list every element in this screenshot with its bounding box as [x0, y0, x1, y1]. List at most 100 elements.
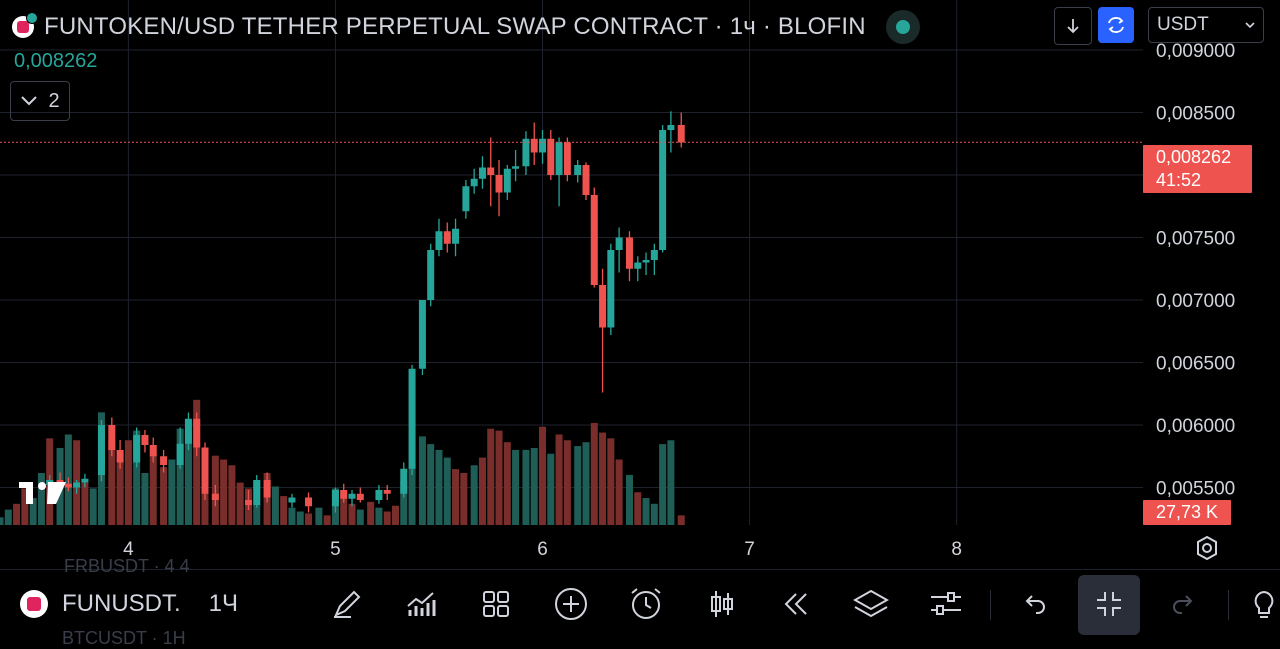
- candle-body: [452, 228, 460, 244]
- price-tick-label: 0,007000: [1156, 291, 1235, 312]
- price-chart[interactable]: 0,0090000,0085000,0080000,0075000,007000…: [0, 0, 1280, 569]
- volume-bar: [650, 503, 658, 525]
- candle-body: [435, 231, 443, 250]
- volume-bar: [124, 440, 132, 525]
- volume-bar: [495, 430, 503, 525]
- candle-body: [512, 166, 520, 169]
- candle-body: [64, 483, 72, 488]
- volume-bar: [563, 440, 571, 525]
- candle-body: [650, 250, 658, 260]
- candle-body: [677, 125, 685, 143]
- volume-bar: [625, 474, 633, 525]
- candle-body: [193, 418, 201, 448]
- volume-bar: [29, 498, 37, 525]
- currency-select[interactable]: USDT: [1148, 7, 1264, 43]
- legend-collapse-button[interactable]: 2: [10, 81, 70, 121]
- time-tick-label: 8: [951, 539, 962, 560]
- tradingview-logo-icon[interactable]: [18, 478, 68, 506]
- candle-body: [625, 237, 633, 269]
- candle-body: [539, 138, 547, 153]
- candle-body: [211, 493, 219, 500]
- candle-body: [176, 443, 184, 465]
- volume-bar: [383, 511, 391, 525]
- candle-body: [116, 450, 124, 463]
- settings-sliders-icon[interactable]: [928, 586, 964, 622]
- chart-settings-icon[interactable]: [1194, 535, 1220, 561]
- alert-icon[interactable]: [628, 586, 664, 622]
- candle-body: [487, 167, 495, 175]
- candle-body: [244, 500, 252, 505]
- volume-bar: [667, 440, 675, 525]
- volume-bar: [220, 459, 228, 525]
- volume-bar: [13, 503, 21, 525]
- volume-bar: [443, 457, 451, 525]
- volume-bar: [108, 438, 116, 525]
- candle-body: [582, 165, 590, 195]
- layers-icon[interactable]: [853, 586, 889, 622]
- volume-bar: [478, 457, 486, 525]
- candlestick-series: [46, 111, 685, 513]
- time-tick-label: 7: [744, 539, 755, 560]
- volume-bar: [133, 430, 141, 525]
- time-tick-label: 6: [537, 539, 548, 560]
- volume-bar: [4, 509, 12, 525]
- candle-body: [495, 175, 503, 193]
- symbol-name: FUNUSDT.: [62, 590, 181, 617]
- volume-bar: [615, 459, 623, 525]
- active-tool-highlight: [1078, 575, 1140, 635]
- symbol-selector[interactable]: FUNUSDT. 1Ч: [20, 590, 238, 618]
- candle-body: [263, 480, 271, 498]
- volume-bar: [599, 432, 607, 525]
- candle-body: [408, 368, 416, 469]
- candle-body: [667, 125, 675, 130]
- candle-body: [133, 435, 141, 463]
- candle-body: [547, 138, 555, 175]
- volume-bar: [582, 442, 590, 525]
- drawing-pen-icon[interactable]: [329, 586, 365, 622]
- lightbulb-icon[interactable]: [1248, 586, 1280, 622]
- volume-bar: [503, 442, 511, 525]
- toolbar-divider: [1228, 590, 1229, 620]
- market-status-icon[interactable]: [885, 10, 920, 44]
- volume-bar: [0, 517, 4, 525]
- candle-body: [288, 497, 296, 503]
- timeframe-selector[interactable]: 1Ч: [208, 590, 239, 617]
- volume-bar: [487, 428, 495, 525]
- candle-body: [462, 186, 470, 212]
- add-icon[interactable]: [553, 586, 589, 622]
- candle-body: [418, 300, 426, 369]
- sync-icon: [1108, 17, 1124, 33]
- volume-bar: [530, 447, 538, 525]
- indicators-icon[interactable]: [403, 586, 439, 622]
- ghost-row: FRBUSDT · 4 4: [64, 556, 190, 576]
- chevron-down-icon: [21, 96, 38, 106]
- volume-bar: [547, 453, 555, 525]
- candle-body: [81, 478, 89, 483]
- volume-bar: [356, 509, 364, 525]
- symbol-title[interactable]: FUNTOKEN/USD TETHER PERPETUAL SWAP CONTR…: [44, 13, 866, 40]
- fullscreen-exit-icon[interactable]: [1091, 586, 1127, 622]
- ghost-row: BTCUSDT · 1Н: [62, 628, 186, 648]
- download-button[interactable]: [1054, 7, 1092, 45]
- time-tick-label: 5: [330, 539, 341, 560]
- volume-bar: [296, 511, 304, 525]
- candle-body: [478, 167, 486, 179]
- volume-bar: [81, 482, 89, 525]
- redo-icon[interactable]: [1166, 586, 1202, 622]
- candle-body: [149, 445, 157, 457]
- candle-body: [522, 138, 530, 167]
- volume-bar: [141, 473, 149, 525]
- volume-bar: [634, 492, 642, 525]
- replay-icon[interactable]: [778, 586, 814, 622]
- candle-body: [615, 237, 623, 250]
- price-tick-label: 0,008500: [1156, 104, 1235, 125]
- candle-body: [383, 490, 391, 494]
- chart-grid: [0, 0, 1143, 525]
- sync-button[interactable]: [1098, 7, 1134, 43]
- undo-icon[interactable]: [1016, 586, 1052, 622]
- volume-bar: [305, 513, 313, 525]
- candle-style-icon[interactable]: [704, 586, 740, 622]
- layouts-icon[interactable]: [478, 586, 514, 622]
- candle-body: [305, 497, 313, 507]
- bottom-toolbar: FRBUSDT · 4 4 BTCUSDT · 1Н FUNUSDT. 1Ч: [0, 556, 1280, 648]
